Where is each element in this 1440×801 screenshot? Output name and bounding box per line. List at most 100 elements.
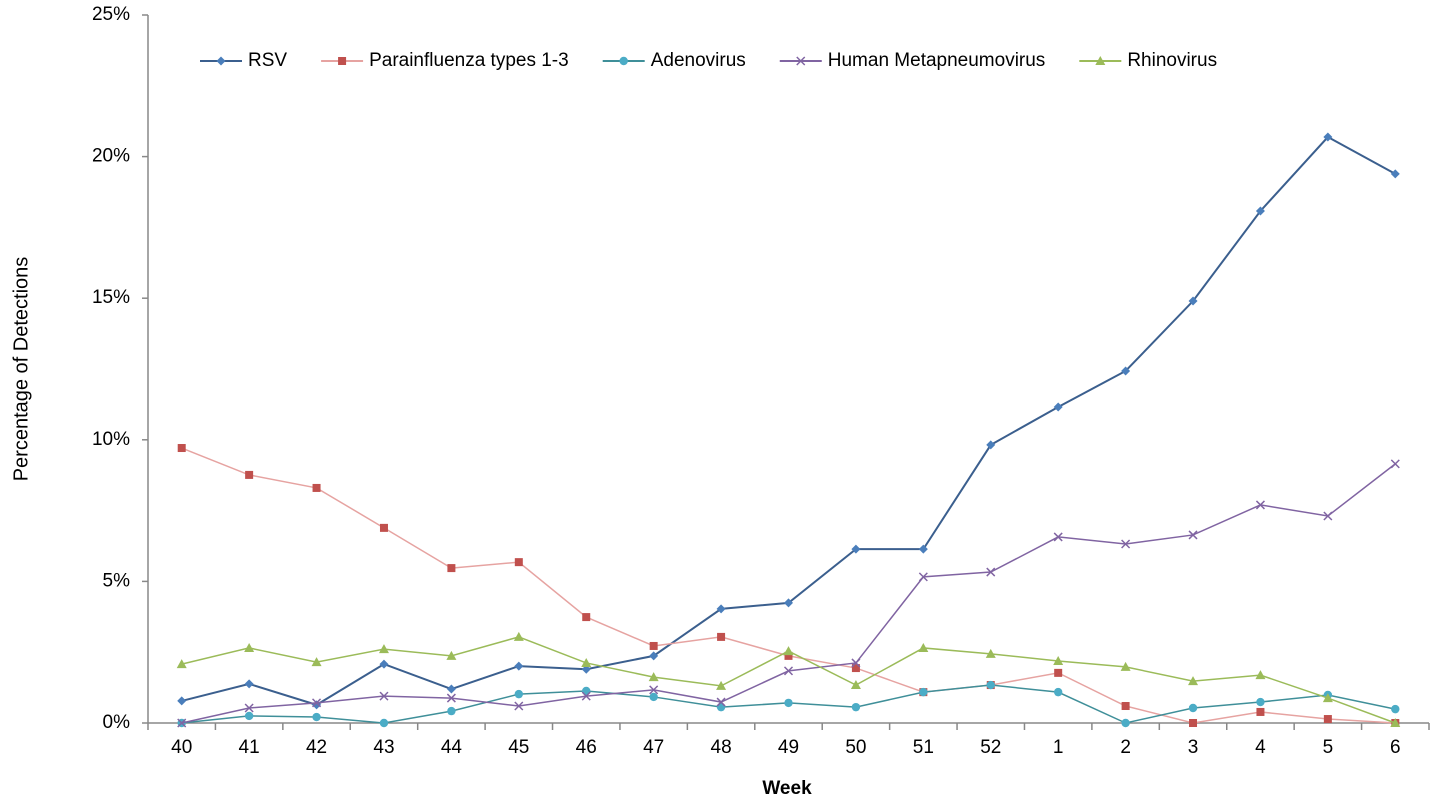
marker: [177, 718, 187, 728]
y-tick-label: 0%: [103, 712, 131, 733]
y-axis-label: Percentage of Detections: [10, 257, 32, 482]
marker: [986, 680, 995, 690]
marker: [514, 558, 523, 567]
marker: [1053, 532, 1063, 542]
legend-item: Parainfluenza types 1-3: [321, 50, 569, 71]
marker: [784, 598, 793, 608]
marker: [648, 672, 659, 682]
marker: [1255, 206, 1265, 216]
marker: [514, 701, 524, 711]
legend-item: Rhinovirus: [1079, 50, 1217, 71]
marker: [244, 642, 255, 652]
marker: [312, 712, 321, 722]
legend-item: Human Metapneumovirus: [779, 50, 1046, 71]
legend-label: RSV: [248, 50, 287, 71]
marker: [851, 544, 861, 554]
y-tick-label: 5%: [103, 570, 131, 591]
x-tick-label: 41: [239, 737, 260, 758]
marker: [985, 648, 996, 658]
marker: [446, 650, 457, 660]
marker: [244, 679, 254, 689]
marker: [919, 687, 928, 697]
marker: [649, 685, 659, 695]
marker: [649, 641, 658, 650]
marker: [784, 698, 793, 708]
marker: [379, 718, 389, 728]
x-tick-label: 45: [508, 737, 529, 758]
x-tick-label: 46: [576, 737, 597, 758]
marker: [796, 56, 806, 66]
y-tick-label: 15%: [92, 287, 130, 308]
marker: [582, 613, 591, 622]
y-tick-label: 20%: [92, 146, 130, 167]
marker: [716, 697, 726, 707]
marker: [177, 444, 186, 453]
marker: [1323, 132, 1333, 142]
marker: [1189, 719, 1198, 727]
marker: [1053, 655, 1064, 665]
x-tick-label: 6: [1390, 737, 1401, 758]
marker: [986, 567, 996, 577]
marker: [581, 691, 591, 701]
marker: [1120, 661, 1131, 671]
marker: [581, 657, 592, 667]
x-tick-label: 1: [1053, 737, 1064, 758]
marker: [1256, 707, 1265, 716]
marker: [312, 700, 322, 710]
marker: [1323, 511, 1333, 521]
marker: [1390, 718, 1401, 727]
marker: [312, 698, 322, 708]
marker: [1121, 366, 1131, 376]
x-tick-label: 52: [980, 737, 1001, 758]
marker: [1390, 459, 1400, 469]
legend-item: Adenovirus: [602, 50, 746, 71]
marker: [1054, 668, 1063, 677]
marker: [1323, 715, 1332, 724]
marker: [338, 57, 347, 65]
legend-label: Human Metapneumovirus: [828, 50, 1046, 71]
marker: [851, 664, 860, 673]
x-tick-label: 47: [643, 737, 664, 758]
marker: [716, 680, 727, 690]
marker: [1095, 56, 1106, 65]
marker: [851, 702, 861, 712]
marker: [649, 692, 658, 702]
marker: [716, 604, 726, 614]
marker: [379, 523, 388, 532]
x-tick-label: 40: [171, 737, 192, 758]
series-line: [181, 447, 1396, 724]
y-tick-label: 10%: [92, 429, 130, 450]
marker: [619, 56, 628, 66]
marker: [378, 644, 389, 654]
marker: [244, 711, 254, 721]
y-tick-label: 25%: [92, 4, 130, 25]
marker: [446, 693, 456, 703]
marker: [513, 631, 524, 641]
legend-label: Parainfluenza types 1-3: [369, 50, 569, 71]
series-line: [181, 463, 1396, 724]
marker: [379, 691, 389, 701]
marker: [1188, 676, 1199, 686]
marker: [216, 56, 226, 66]
marker: [177, 696, 187, 706]
x-tick-label: 51: [913, 737, 934, 758]
marker: [1053, 687, 1063, 697]
marker: [918, 642, 929, 652]
marker: [784, 651, 793, 660]
marker: [447, 706, 456, 716]
marker: [918, 572, 928, 582]
marker: [1188, 296, 1198, 306]
marker: [1391, 704, 1400, 714]
marker: [1255, 500, 1265, 510]
marker: [1188, 530, 1198, 540]
series-line: [181, 135, 1396, 706]
x-axis-label: Week: [762, 778, 812, 799]
marker: [1121, 718, 1130, 728]
x-tick-label: 5: [1323, 737, 1334, 758]
x-tick-label: 3: [1188, 737, 1199, 758]
legend-item: RSV: [200, 50, 287, 71]
marker: [649, 651, 659, 661]
x-tick-label: 44: [441, 737, 463, 758]
marker: [311, 657, 322, 667]
